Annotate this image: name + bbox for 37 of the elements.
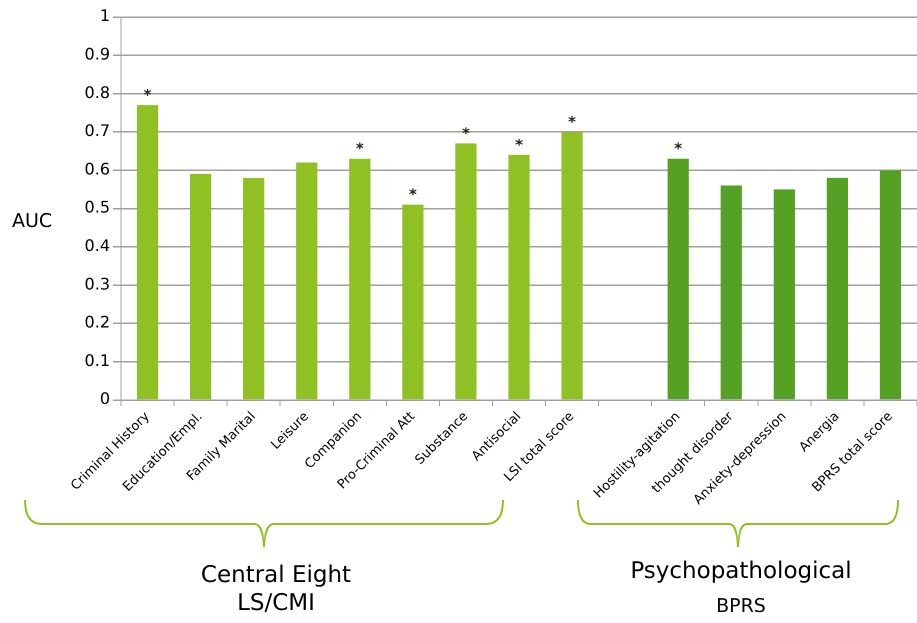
y-tick-label: 0.5	[84, 198, 110, 217]
y-tick-label: 0.6	[84, 159, 110, 178]
bar	[349, 158, 370, 400]
y-tick-label: 0.7	[84, 121, 110, 140]
bar	[296, 162, 318, 400]
y-tick-label: 0.9	[84, 44, 110, 64]
bar	[508, 154, 530, 400]
text: BPRS	[715, 595, 767, 618]
bar	[668, 158, 689, 400]
text: LS/CMI	[236, 590, 316, 618]
annotation: *	[144, 86, 152, 104]
y-tick-label: 0	[100, 389, 110, 408]
annotation: *	[462, 124, 470, 142]
annotation: *	[568, 112, 576, 131]
annotation: *	[674, 140, 682, 158]
bar	[774, 189, 795, 400]
bar	[880, 170, 902, 400]
bar	[402, 204, 424, 400]
bar	[243, 178, 264, 400]
annotation: *	[408, 186, 417, 204]
text: Central Eight	[200, 562, 352, 590]
y-tick-label: 0.3	[84, 274, 110, 294]
bar	[561, 132, 583, 400]
text: Psychopathological	[629, 558, 853, 586]
bar	[190, 174, 212, 400]
annotation: *	[356, 140, 364, 158]
bar	[136, 105, 158, 400]
bar	[720, 186, 742, 400]
y-tick-label: 0.2	[84, 312, 110, 332]
annotation: *	[515, 136, 524, 154]
y-axis-title: AUC	[12, 210, 52, 232]
y-tick-label: 0.8	[84, 82, 110, 102]
bar	[826, 178, 848, 400]
y-tick-label: 0.4	[84, 236, 110, 255]
y-tick-label: 1	[100, 6, 110, 26]
y-tick-label: 0.1	[84, 350, 110, 370]
bar	[455, 143, 477, 400]
